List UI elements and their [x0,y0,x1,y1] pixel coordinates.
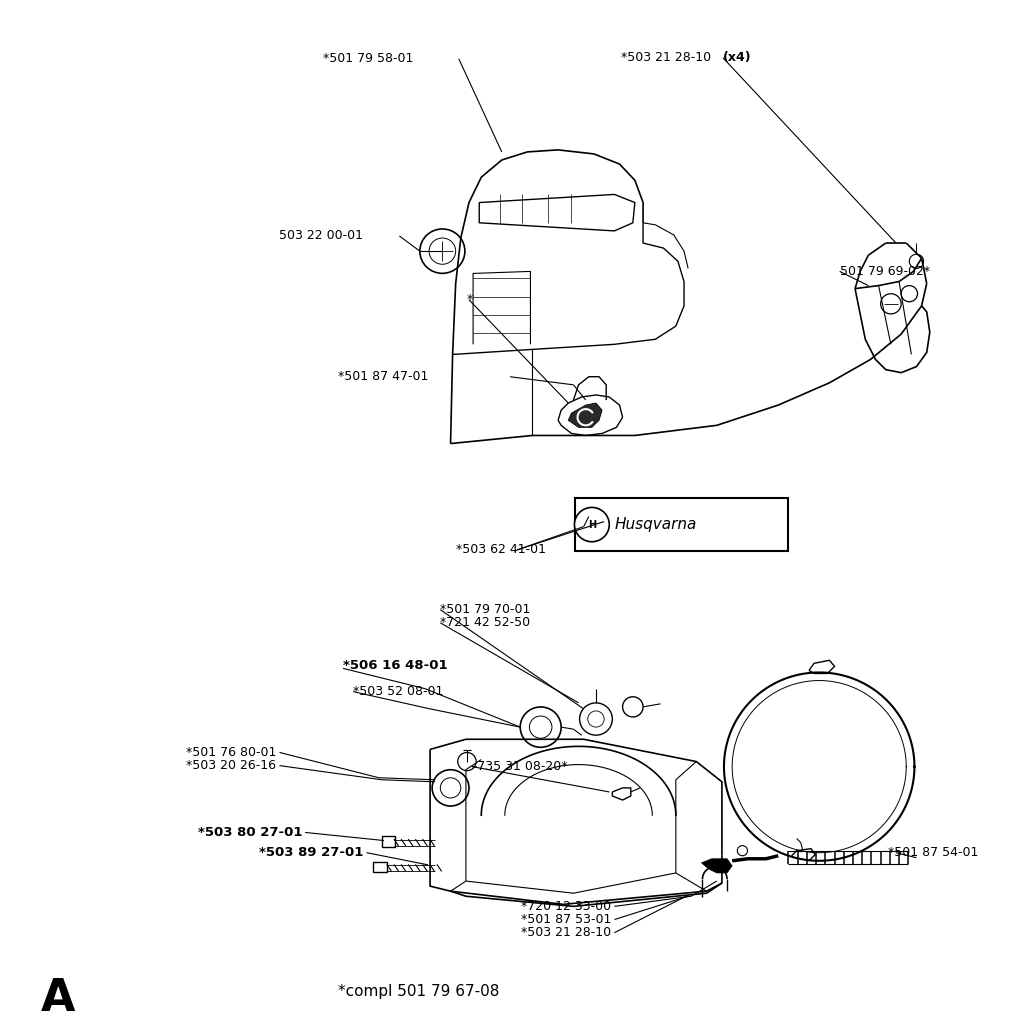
Text: *503 21 28-10: *503 21 28-10 [521,926,611,940]
Circle shape [881,294,901,314]
Circle shape [901,286,918,302]
Text: *720 12 33-00: *720 12 33-00 [521,900,611,913]
Text: *503 20 26-16: *503 20 26-16 [186,759,276,772]
Polygon shape [701,858,732,873]
Text: –735 31 08-20*: –735 31 08-20* [471,760,567,773]
Text: *503 21 28-10: *503 21 28-10 [621,51,715,64]
Circle shape [458,752,476,771]
FancyBboxPatch shape [373,861,387,872]
Text: *: * [467,293,473,306]
Circle shape [574,508,609,542]
Text: 503 22 00-01: 503 22 00-01 [279,229,362,243]
Text: Husqvarna: Husqvarna [614,517,696,533]
Text: *501 87 47-01: *501 87 47-01 [338,370,428,383]
Text: *503 52 08-01: *503 52 08-01 [353,686,443,698]
Text: *503 80 27-01: *503 80 27-01 [198,825,302,839]
Text: *501 76 80-01: *501 76 80-01 [186,746,276,759]
Text: *721 42 52-50: *721 42 52-50 [440,617,530,629]
FancyBboxPatch shape [382,837,395,847]
Text: *506 16 48-01: *506 16 48-01 [343,659,447,672]
Text: *501 87 53-01: *501 87 53-01 [521,913,611,926]
Text: *503 89 27-01: *503 89 27-01 [259,846,364,859]
Text: *501 87 54-01: *501 87 54-01 [888,846,978,859]
FancyBboxPatch shape [575,499,788,551]
Text: *501 79 70-01: *501 79 70-01 [440,603,530,616]
Text: *compl 501 79 67-08: *compl 501 79 67-08 [338,985,500,999]
Circle shape [909,254,924,268]
Circle shape [737,846,748,855]
Text: 501 79 69-02*: 501 79 69-02* [840,265,930,278]
Text: *501 79 58-01: *501 79 58-01 [323,52,413,65]
Text: (x4): (x4) [723,51,752,64]
Polygon shape [568,403,602,428]
Text: *503 62 41-01: *503 62 41-01 [456,544,546,556]
Text: A: A [41,978,76,1020]
Text: H: H [588,519,596,529]
